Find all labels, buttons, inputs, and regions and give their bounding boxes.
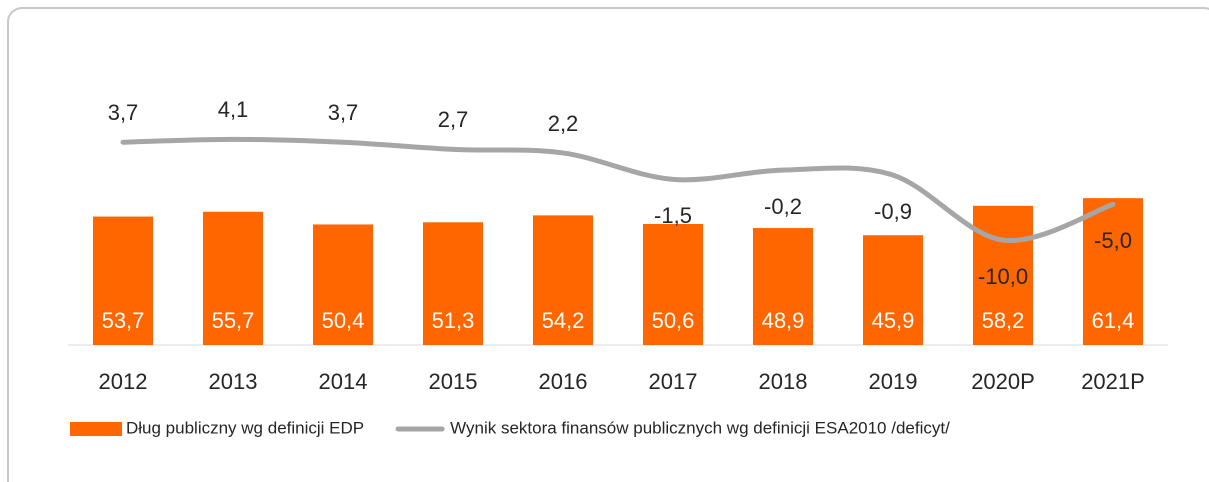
bar bbox=[533, 215, 593, 345]
line-value-label: -1,5 bbox=[654, 203, 692, 228]
line-value-label: -0,2 bbox=[764, 194, 802, 219]
x-tick-label: 2019 bbox=[869, 369, 918, 394]
bar-value-label: 45,9 bbox=[872, 308, 915, 333]
x-tick-label: 2014 bbox=[319, 369, 368, 394]
bar-value-label: 54,2 bbox=[542, 308, 585, 333]
bar-value-label: 61,4 bbox=[1092, 308, 1135, 333]
line-value-label: -0,9 bbox=[874, 199, 912, 224]
legend-label: Dług publiczny wg definicji EDP bbox=[126, 418, 364, 437]
bar-value-label: 58,2 bbox=[982, 308, 1025, 333]
legend-swatch bbox=[70, 422, 122, 436]
line-value-label: 3,7 bbox=[108, 100, 139, 125]
bar bbox=[753, 228, 813, 345]
x-tick-label: 2015 bbox=[429, 369, 478, 394]
bar bbox=[643, 223, 703, 345]
line-value-label: 4,1 bbox=[218, 97, 249, 122]
frame bbox=[7, 7, 1209, 482]
x-tick-label: 2016 bbox=[539, 369, 588, 394]
bar-value-label: 50,4 bbox=[322, 308, 365, 333]
bar-value-label: 51,3 bbox=[432, 308, 475, 333]
line-value-label: -10,0 bbox=[978, 264, 1028, 289]
bar-value-label: 55,7 bbox=[212, 308, 255, 333]
bar bbox=[1083, 198, 1143, 345]
bar-value-label: 48,9 bbox=[762, 308, 805, 333]
bar bbox=[423, 222, 483, 345]
bar-value-label: 50,6 bbox=[652, 308, 695, 333]
x-tick-label: 2013 bbox=[209, 369, 258, 394]
x-tick-label: 2017 bbox=[649, 369, 698, 394]
x-tick-label: 2020P bbox=[971, 369, 1035, 394]
x-tick-label: 2018 bbox=[759, 369, 808, 394]
bar bbox=[203, 211, 263, 345]
bar bbox=[863, 235, 923, 345]
line-value-label: -5,0 bbox=[1094, 228, 1132, 253]
bar bbox=[973, 205, 1033, 345]
bar-value-label: 53,7 bbox=[102, 308, 145, 333]
x-tick-label: 2021P bbox=[1081, 369, 1145, 394]
x-tick-label: 2012 bbox=[99, 369, 148, 394]
line-value-label: 2,7 bbox=[438, 107, 469, 132]
line-value-label: 2,2 bbox=[548, 111, 579, 136]
line bbox=[120, 136, 1116, 243]
bar bbox=[93, 216, 153, 345]
legend-label: Wynik sektora finansów publicznych wg de… bbox=[450, 418, 950, 437]
bar bbox=[313, 224, 373, 345]
line-value-label: 3,7 bbox=[328, 100, 359, 125]
